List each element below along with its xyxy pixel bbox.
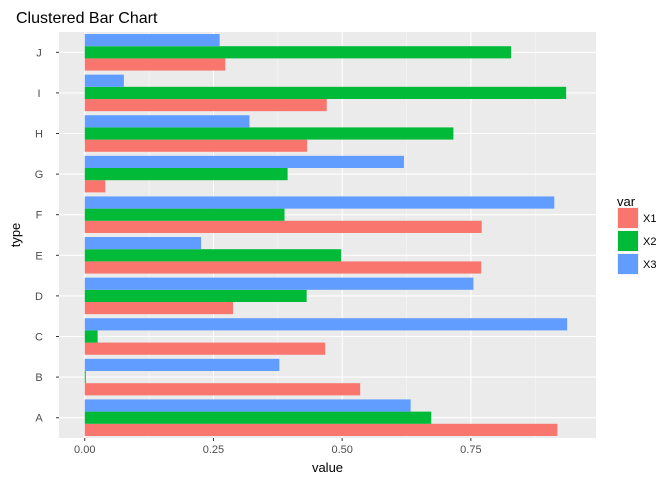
bar-G-X1 — [84, 180, 106, 193]
bar-A-X3 — [84, 399, 411, 412]
y-axis-ticks: A B C D E F G H I J — [35, 47, 59, 425]
bar-D-X1 — [84, 301, 234, 315]
bar-A-X1 — [84, 423, 558, 436]
x-tick-label: 0.00 — [74, 444, 95, 456]
bar-B-X1 — [84, 383, 361, 396]
bar-J-X2 — [84, 46, 512, 59]
bar-I-X1 — [84, 98, 327, 112]
chart-title: Clustered Bar Chart — [16, 10, 158, 27]
bar-G-X3 — [84, 155, 404, 169]
bar-D-X2 — [84, 289, 307, 302]
bar-I-X2 — [84, 86, 567, 99]
x-tick-label: 0.25 — [203, 444, 224, 456]
bar-G-X2 — [84, 168, 288, 181]
legend-key-X3 — [618, 254, 638, 274]
bar-B-X2 — [84, 371, 86, 384]
y-tick-label: D — [35, 291, 43, 303]
y-tick-label: I — [37, 88, 40, 100]
bar-C-X1 — [84, 342, 326, 355]
y-axis-title: type — [8, 223, 23, 248]
legend-label-X1: X1 — [643, 213, 656, 225]
legend-label-X3: X3 — [643, 259, 656, 271]
bar-F-X1 — [84, 220, 482, 233]
legend-key-X2 — [618, 231, 638, 251]
x-axis-ticks: 0.00 0.25 0.50 0.75 — [74, 438, 482, 456]
legend-key-X1 — [618, 208, 638, 228]
y-tick-label: G — [35, 169, 44, 181]
bar-C-X2 — [84, 330, 98, 343]
bar-D-X3 — [84, 277, 474, 290]
y-tick-label: A — [35, 413, 43, 425]
bar-E-X2 — [84, 249, 342, 262]
bar-H-X1 — [84, 139, 308, 152]
bar-H-X3 — [84, 115, 250, 128]
y-tick-label: H — [35, 129, 43, 141]
legend: var X1 X2 X3 — [617, 194, 656, 275]
legend-title: var — [617, 194, 636, 209]
y-tick-label: C — [35, 332, 43, 344]
bar-J-X1 — [84, 58, 226, 71]
bar-H-X2 — [84, 127, 454, 140]
bar-B-X3 — [84, 358, 280, 372]
y-tick-label: J — [36, 47, 42, 59]
x-tick-label: 0.50 — [331, 444, 352, 456]
bar-E-X1 — [84, 261, 482, 274]
bar-J-X3 — [84, 34, 220, 47]
x-axis-title: value — [312, 460, 343, 475]
y-tick-label: F — [36, 210, 43, 222]
bar-F-X2 — [84, 208, 285, 221]
bars — [84, 34, 568, 436]
bar-A-X2 — [84, 411, 432, 424]
bar-F-X3 — [84, 196, 555, 209]
bar-I-X3 — [84, 74, 124, 87]
bar-C-X3 — [84, 318, 568, 331]
y-tick-label: E — [35, 250, 42, 262]
x-tick-label: 0.75 — [460, 444, 481, 456]
y-tick-label: B — [35, 372, 42, 384]
legend-label-X2: X2 — [643, 236, 656, 248]
bar-E-X3 — [84, 237, 202, 250]
